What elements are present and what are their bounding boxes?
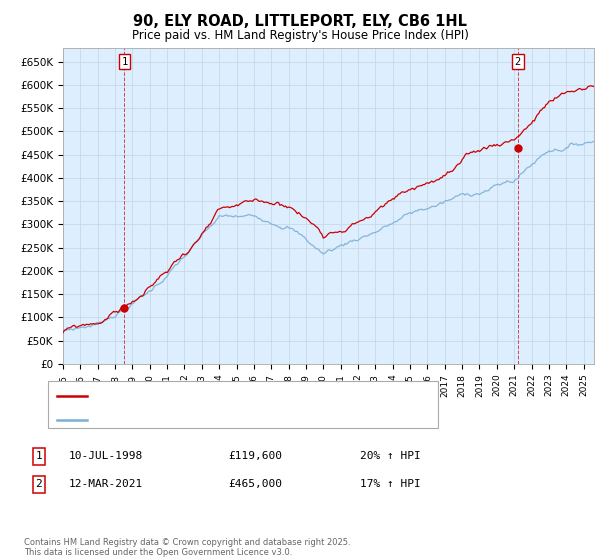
Text: 20% ↑ HPI: 20% ↑ HPI: [360, 451, 421, 461]
Text: 12-MAR-2021: 12-MAR-2021: [69, 479, 143, 489]
Text: 90, ELY ROAD, LITTLEPORT, ELY, CB6 1HL: 90, ELY ROAD, LITTLEPORT, ELY, CB6 1HL: [133, 14, 467, 29]
Text: 2: 2: [515, 57, 521, 67]
Text: Price paid vs. HM Land Registry's House Price Index (HPI): Price paid vs. HM Land Registry's House …: [131, 29, 469, 42]
Text: 17% ↑ HPI: 17% ↑ HPI: [360, 479, 421, 489]
Text: 2: 2: [35, 479, 43, 489]
Text: 90, ELY ROAD, LITTLEPORT, ELY, CB6 1HL (detached house): 90, ELY ROAD, LITTLEPORT, ELY, CB6 1HL (…: [93, 391, 400, 401]
Text: Contains HM Land Registry data © Crown copyright and database right 2025.
This d: Contains HM Land Registry data © Crown c…: [24, 538, 350, 557]
Text: 10-JUL-1998: 10-JUL-1998: [69, 451, 143, 461]
Text: £465,000: £465,000: [228, 479, 282, 489]
Text: 1: 1: [35, 451, 43, 461]
Text: 1: 1: [121, 57, 128, 67]
Text: £119,600: £119,600: [228, 451, 282, 461]
Text: HPI: Average price, detached house, East Cambridgeshire: HPI: Average price, detached house, East…: [93, 415, 395, 425]
